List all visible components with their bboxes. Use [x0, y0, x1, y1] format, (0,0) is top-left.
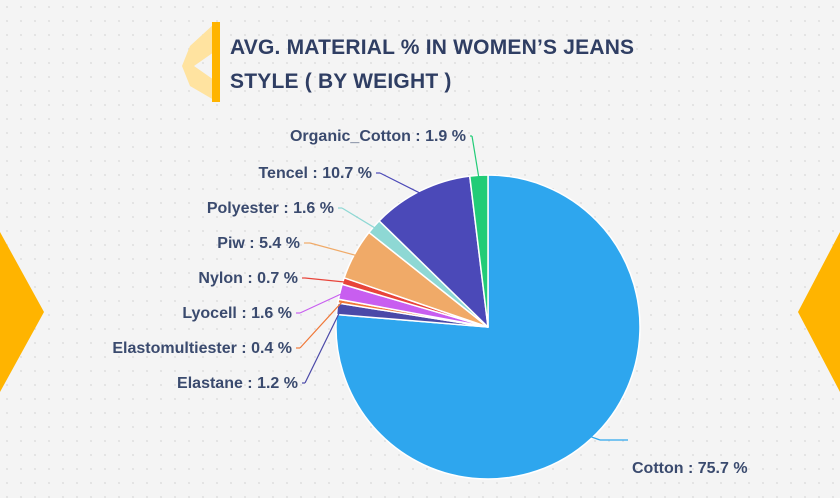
data-label-elastane: Elastane : 1.2 %	[177, 375, 298, 392]
leader-line-lyocell	[299, 292, 345, 314]
chart-title-line-1: AVG. MATERIAL % IN WOMEN’S JEANS	[230, 36, 635, 59]
leader-line-cotton	[588, 435, 601, 441]
data-label-lyocell: Lyocell : 1.6 %	[182, 305, 292, 322]
leader-line-elastane	[304, 308, 342, 384]
left-chevron-decoration	[0, 232, 44, 392]
leader-line-organic-cotton	[471, 135, 480, 180]
leader-line-piw	[309, 242, 359, 257]
leader-line-polyester	[341, 207, 378, 230]
leader-line-tencel	[379, 172, 423, 195]
data-label-tencel: Tencel : 10.7 %	[258, 165, 372, 182]
title-bracket-icon	[182, 22, 220, 102]
data-label-cotton: Cotton : 75.7 %	[632, 460, 748, 477]
data-label-piw: Piw : 5.4 %	[217, 235, 300, 252]
data-label-nylon: Nylon : 0.7 %	[198, 270, 298, 287]
chart-title-line-2: STYLE ( BY WEIGHT )	[230, 70, 452, 93]
leader-line-elastomultiester	[299, 301, 343, 349]
leader-line-nylon	[304, 277, 347, 283]
data-label-polyester: Polyester : 1.6 %	[207, 200, 334, 217]
pie-slice-tencel	[378, 175, 489, 328]
right-chevron-decoration	[798, 232, 840, 392]
pie-slice-cotton	[335, 174, 641, 480]
data-label-elastomultiester: Elastomultiester : 0.4 %	[112, 340, 292, 357]
data-label-organic-cotton: Organic_Cotton : 1.9 %	[290, 128, 466, 145]
